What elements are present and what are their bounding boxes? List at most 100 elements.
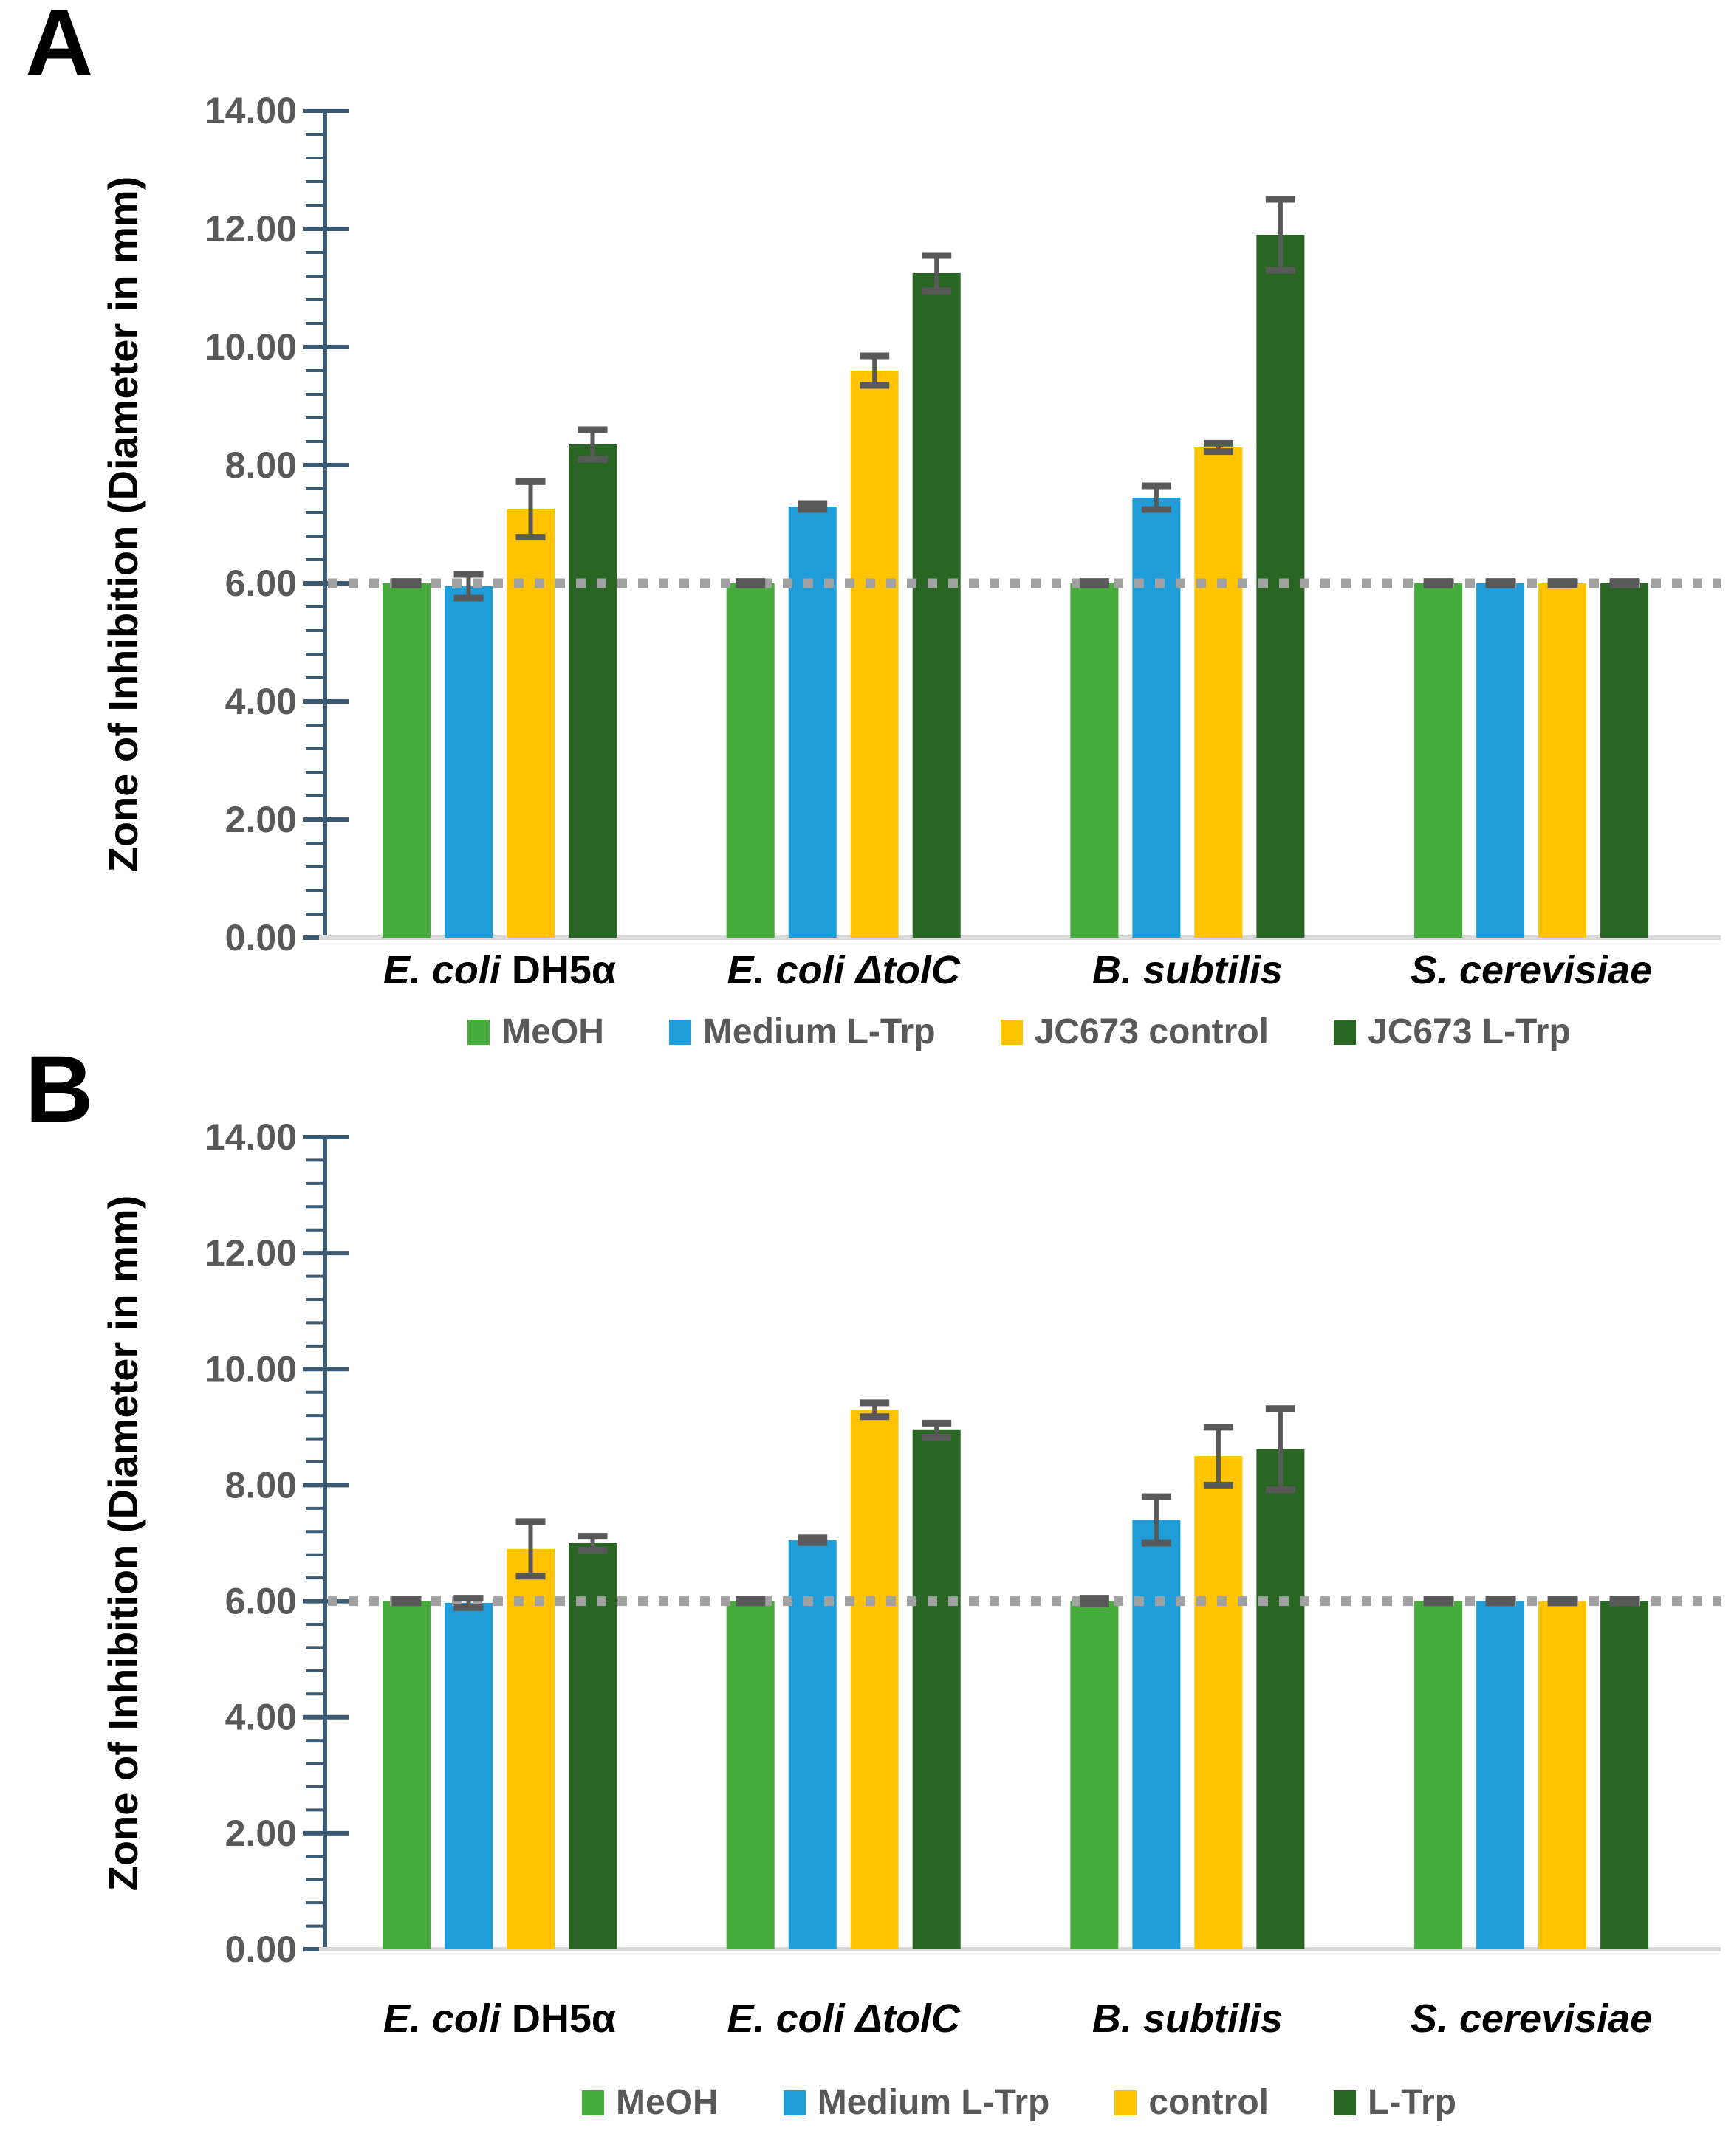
bar — [507, 509, 555, 938]
bar — [1194, 447, 1243, 938]
error-bar — [1079, 578, 1109, 588]
legend-label: Medium L-Trp — [702, 1012, 936, 1051]
error-bar — [1423, 578, 1453, 588]
category-label: B. subtilis — [1092, 1997, 1283, 2041]
y-axis-title: Zone of Inhibition (Diameter in mm) — [100, 1195, 146, 1892]
bar — [1414, 1601, 1463, 1949]
bar — [850, 371, 899, 938]
y-tick-label: 2.00 — [225, 1813, 297, 1854]
panel-label-A: A — [25, 0, 94, 96]
category-label-italic-part: E. coli — [383, 948, 501, 992]
bar — [507, 1548, 555, 1949]
error-bar — [1079, 1595, 1109, 1607]
legend-swatch-series_blue — [668, 1020, 691, 1046]
category-label-italic-part: E. coli — [383, 1997, 501, 2041]
panel-label-B: B — [25, 1037, 94, 1142]
error-bar — [1485, 1596, 1515, 1607]
bar — [1070, 583, 1119, 938]
y-tick-label: 4.00 — [225, 681, 297, 722]
error-bar — [391, 1596, 422, 1607]
bar — [383, 583, 431, 938]
error-bar — [1265, 196, 1295, 274]
error-bar — [1485, 578, 1515, 588]
bar — [1414, 583, 1463, 938]
legend-panel-B: MeOH Medium L-Trp control L-Trp — [325, 2083, 1713, 2123]
bar — [912, 1429, 961, 1949]
error-bar — [1609, 578, 1639, 588]
error-bar — [860, 1399, 890, 1421]
error-bar — [1609, 1596, 1639, 1607]
legend-item: Medium L-Trp — [668, 1012, 936, 1052]
legend-swatch-series_green — [582, 2090, 604, 2116]
bar — [788, 1540, 837, 1949]
legend-item: L-Trp — [1334, 2083, 1456, 2123]
y-tick-label: 0.00 — [225, 1929, 297, 1970]
y-tick-label: 0.00 — [225, 917, 297, 958]
bar — [1538, 1601, 1587, 1949]
category-label: E. coli ΔtolC — [727, 1997, 961, 2041]
y-tick-label: 12.00 — [205, 1232, 297, 1274]
legend-swatch-series_yellow — [1114, 2090, 1137, 2116]
category-label-italic-part: E. coli ΔtolC — [727, 1997, 961, 2041]
error-bar — [515, 478, 546, 541]
error-bar — [736, 1596, 766, 1607]
error-bar — [1203, 1424, 1233, 1489]
y-tick-label: 4.00 — [225, 1697, 297, 1738]
legend-item: Medium L-Trp — [783, 2083, 1050, 2123]
bar — [1600, 583, 1649, 938]
bar — [726, 1601, 775, 1949]
category-label-roman-part: DH5α — [501, 948, 616, 992]
bar-chart-panel-A: 0.00 2.00 4.00 6.00 8.00 10.00 12.00 14.00 Zone … — [100, 90, 1721, 992]
error-bar — [860, 352, 890, 389]
bar — [1132, 498, 1181, 938]
y-tick-label: 14.00 — [205, 90, 297, 131]
error-bar — [515, 1518, 546, 1580]
y-axis-title: Zone of Inhibition (Diameter in mm) — [100, 176, 146, 873]
error-bar — [1203, 439, 1233, 456]
category-label: B. subtilis — [1092, 948, 1283, 992]
bar — [912, 273, 961, 938]
bar — [445, 586, 493, 938]
legend-label: control — [1148, 2083, 1269, 2122]
y-tick-label: 10.00 — [205, 1348, 297, 1390]
legend-label: JC673 control — [1034, 1012, 1269, 1051]
legend-item: MeOH — [582, 2083, 719, 2123]
legend-swatch-series_dark_green — [1334, 1020, 1356, 1046]
error-bar — [1423, 1596, 1453, 1607]
category-label: E. coli ΔtolC — [727, 948, 961, 992]
bar — [383, 1601, 431, 1949]
bar — [569, 1543, 617, 1949]
error-bar — [453, 571, 484, 602]
category-label-italic-part: S. cerevisiae — [1411, 1997, 1652, 2041]
legend-label: Medium L-Trp — [817, 2083, 1050, 2122]
error-bar — [391, 578, 422, 588]
bar — [1600, 1601, 1649, 1949]
category-label-italic-part: E. coli ΔtolC — [727, 948, 961, 992]
y-tick-label: 8.00 — [225, 1464, 297, 1506]
category-label-italic-part: B. subtilis — [1092, 1997, 1283, 2041]
category-label-italic-part: S. cerevisiae — [1411, 948, 1652, 992]
bar — [1538, 583, 1587, 938]
error-bar — [1141, 482, 1171, 513]
legend-swatch-series_dark_green — [1334, 2090, 1356, 2116]
bar-chart-panel-B: 0.00 2.00 4.00 6.00 8.00 10.00 12.00 14.00 Zone … — [100, 1116, 1721, 2041]
bar — [1194, 1456, 1243, 1949]
category-label-italic-part: B. subtilis — [1092, 948, 1283, 992]
error-bar — [578, 426, 608, 463]
y-tick-label: 14.00 — [205, 1116, 297, 1158]
error-bar — [1265, 1405, 1295, 1494]
error-bar — [922, 1419, 952, 1441]
error-bar — [736, 578, 766, 588]
legend-item: JC673 L-Trp — [1334, 1012, 1571, 1052]
bar — [1070, 1601, 1119, 1949]
error-bar — [1547, 1596, 1577, 1607]
category-label: E. coli DH5α — [383, 948, 616, 992]
error-bar — [798, 500, 828, 513]
error-bar — [453, 1595, 484, 1611]
bar — [1132, 1520, 1181, 1949]
y-tick-label: 6.00 — [225, 1581, 297, 1622]
y-tick-label: 12.00 — [205, 208, 297, 250]
legend-item: JC673 control — [1000, 1012, 1269, 1052]
y-tick-label: 8.00 — [225, 444, 297, 486]
legend-label: L-Trp — [1368, 2083, 1456, 2122]
